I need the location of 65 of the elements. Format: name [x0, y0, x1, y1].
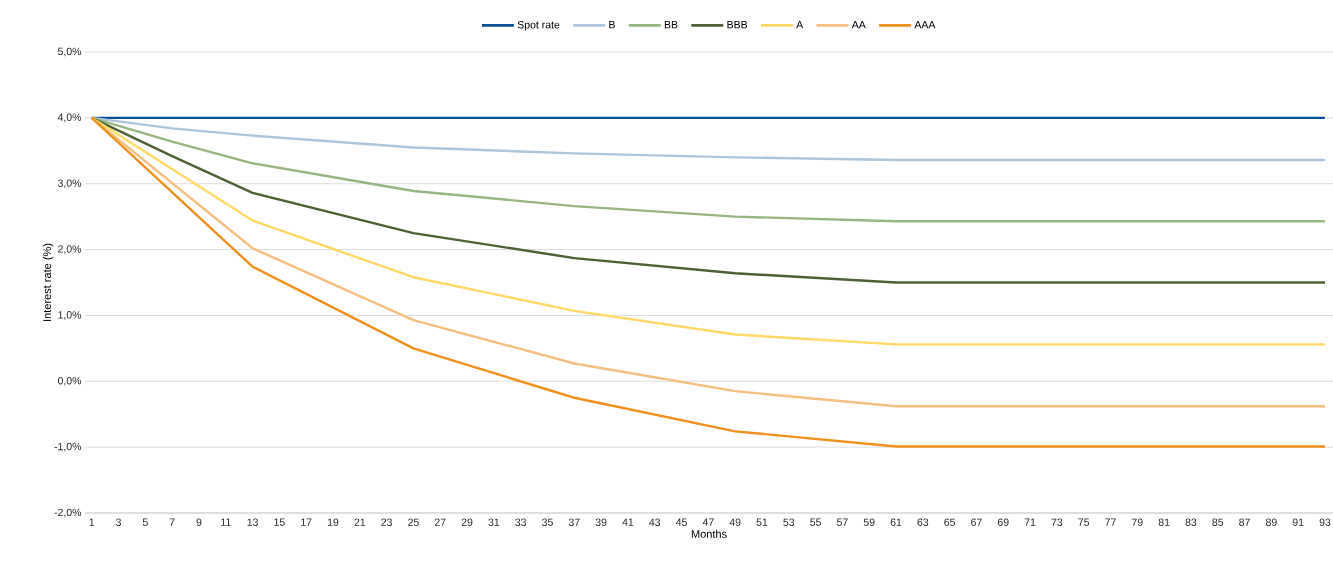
line-series [90, 116, 1327, 284]
x-tick-label: 43 [649, 518, 661, 526]
x-tick-label: 59 [863, 518, 875, 526]
x-tick-label: 1 [89, 518, 95, 526]
x-tick-label: 11 [221, 518, 231, 526]
x-tick-label: 87 [1239, 518, 1250, 526]
x-tick-label: 57 [836, 518, 848, 526]
y-tick-label: 1,0% [58, 311, 82, 320]
x-axis-title: Months [691, 529, 727, 538]
y-tick-label: 3,0% [57, 179, 82, 189]
x-tick-label: 65 [944, 518, 956, 526]
legend-label: B [609, 21, 615, 29]
y-tick-label: 2,0% [58, 245, 82, 254]
x-tick-label: 61 [890, 518, 902, 526]
x-tick-label: 25 [408, 518, 419, 526]
x-tick-label: 35 [542, 518, 553, 526]
legend-label: Spot rate [517, 21, 560, 31]
x-tick-label: 91 [1292, 518, 1304, 526]
x-tick-label: 73 [1051, 518, 1063, 526]
x-tick-label: 45 [675, 518, 687, 526]
x-tick-label: 19 [327, 518, 339, 526]
x-tick-label: 71 [1024, 518, 1036, 526]
x-tick-label: 51 [756, 518, 768, 526]
legend-label: AAA [914, 21, 936, 29]
x-tick-label: 13 [247, 518, 258, 526]
x-tick-label: 17 [301, 518, 312, 526]
legend-label: AA [851, 21, 866, 29]
x-tick-label: 5 [142, 518, 148, 526]
y-tick-label: -1,0% [54, 442, 82, 452]
x-tick-label: 47 [702, 518, 714, 526]
legend-label: BBB [727, 21, 748, 29]
x-tick-label: 21 [354, 518, 366, 526]
x-tick-label: 67 [971, 518, 982, 526]
y-tick-label: -2,0% [54, 508, 82, 518]
x-tick-label: 15 [274, 518, 285, 526]
x-tick-label: 37 [568, 518, 580, 526]
x-tick-label: 79 [1131, 518, 1143, 526]
x-tick-label: 89 [1265, 518, 1277, 526]
legend-label: BB [664, 21, 678, 29]
x-tick-label: 9 [196, 518, 202, 526]
x-tick-label: 93 [1319, 518, 1331, 526]
x-tick-label: 33 [515, 518, 527, 526]
x-tick-label: 75 [1078, 518, 1090, 526]
x-tick-label: 39 [595, 518, 607, 526]
x-tick-label: 49 [729, 518, 741, 526]
x-tick-label: 41 [622, 518, 634, 526]
x-tick-label: 27 [434, 518, 446, 526]
x-tick-label: 23 [381, 518, 392, 526]
x-tick-label: 31 [488, 518, 500, 526]
x-tick-label: 63 [917, 518, 929, 526]
legend-label: A [796, 21, 804, 29]
x-tick-label: 53 [783, 518, 795, 526]
y-tick-label: 4,0% [57, 113, 82, 123]
x-tick-label: 81 [1158, 518, 1170, 526]
x-tick-label: 7 [169, 518, 175, 526]
y-tick-label: 0,0% [57, 376, 82, 386]
x-tick-label: 83 [1185, 518, 1197, 526]
x-tick-label: 85 [1212, 518, 1224, 526]
x-tick-label: 77 [1105, 518, 1116, 526]
y-axis-title: Interest rate (%) [42, 243, 54, 321]
y-tick-label: 5,0% [57, 47, 82, 57]
x-tick-label: 69 [997, 518, 1009, 526]
x-tick-label: 3 [116, 518, 121, 526]
x-tick-label: 29 [461, 518, 473, 526]
x-tick-label: 55 [810, 518, 821, 526]
